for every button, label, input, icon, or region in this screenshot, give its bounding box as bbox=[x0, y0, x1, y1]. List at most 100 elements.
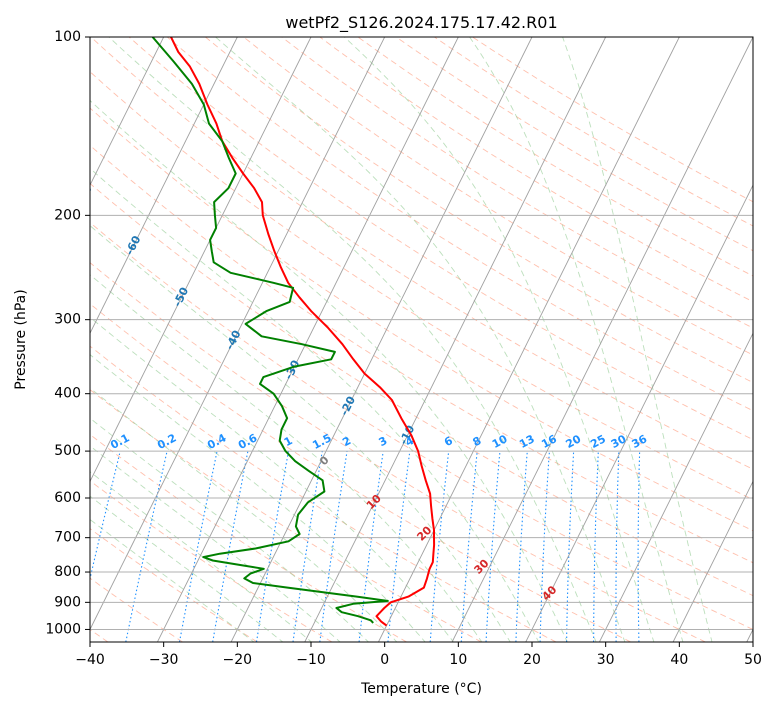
mixing-ratio-label: 20 bbox=[564, 432, 584, 451]
plot-frame bbox=[89, 36, 754, 643]
mixing-ratio-line bbox=[90, 450, 121, 581]
dry-adiabat-line bbox=[472, 37, 753, 203]
dry-adiabat-line bbox=[90, 433, 407, 642]
isotherm-line bbox=[90, 37, 386, 631]
moist-adiabat-line bbox=[90, 518, 255, 642]
isotherm-line bbox=[90, 37, 165, 187]
moist-adiabat-line bbox=[90, 225, 511, 642]
moist-adiabat-line bbox=[90, 167, 540, 642]
mixing-ratio-line bbox=[319, 451, 348, 642]
isotherm-line bbox=[304, 37, 607, 642]
dry-adiabat-line bbox=[167, 37, 753, 412]
mixing-ratio-label: 3 bbox=[377, 434, 390, 449]
theta-e-label: 20 bbox=[414, 523, 434, 543]
moist-adiabats bbox=[90, 37, 713, 642]
mixing-ratio-line bbox=[358, 451, 384, 642]
isotherm-line bbox=[230, 37, 533, 642]
moist-adiabat-line bbox=[562, 37, 713, 642]
isotherm-line bbox=[90, 37, 238, 335]
dry-adiabat-line bbox=[90, 262, 706, 642]
x-tick-label: 20 bbox=[523, 652, 541, 668]
plot-area: -100-90-80-70-60-50-40-30-20-10 0.10.20.… bbox=[23, 37, 753, 642]
dry-adiabat-line bbox=[90, 577, 183, 642]
mixing-ratio-label: 0.6 bbox=[236, 431, 260, 452]
moist-adiabat-line bbox=[90, 445, 341, 642]
y-axis: 100 200 300 400 500 600 700 800 900 1000 bbox=[45, 29, 90, 637]
mixing-ratio-line bbox=[460, 451, 478, 642]
mixing-ratio-line bbox=[212, 450, 249, 642]
mixing-ratio-line bbox=[387, 451, 411, 642]
y-tick-label: 1000 bbox=[45, 621, 81, 637]
isotherm-label: -70 bbox=[74, 183, 95, 207]
moist-adiabat-line bbox=[90, 417, 370, 642]
moist-adiabat-line bbox=[90, 274, 483, 642]
mixing-ratio-label: 16 bbox=[539, 432, 559, 451]
mixing-ratio-label: 1.5 bbox=[310, 431, 333, 452]
x-tick-label: 10 bbox=[449, 652, 467, 668]
isotherm-label: -60 bbox=[123, 233, 144, 257]
mixing-ratio-label: 10 bbox=[490, 432, 510, 451]
dry-adiabat-line bbox=[90, 182, 753, 597]
dry-adiabat-line bbox=[90, 345, 557, 642]
moist-adiabat-line bbox=[344, 37, 655, 642]
mixing-ratio-line bbox=[178, 450, 218, 642]
isotherm-line bbox=[378, 37, 680, 642]
y-tick-label: 200 bbox=[54, 207, 81, 223]
y-tick-label: 100 bbox=[54, 29, 81, 45]
mixing-ratio-labels: 0.1 0.2 0.4 0.6 1 1.5 2 3 4 6 8 10 13 16 20 25 30 36 bbox=[108, 431, 649, 452]
mixing-ratio-line bbox=[593, 451, 599, 642]
moist-adiabat-line bbox=[215, 37, 626, 642]
dry-adiabat-line bbox=[243, 37, 753, 356]
theta-e-label: 30 bbox=[472, 557, 492, 577]
theta-e-label: 10 bbox=[364, 492, 384, 512]
dry-adiabat-line bbox=[90, 71, 753, 501]
y-tick-label: 400 bbox=[54, 386, 81, 402]
dry-adiabat-line bbox=[205, 37, 753, 384]
mixing-ratio-line bbox=[637, 451, 641, 642]
dry-adiabats bbox=[90, 37, 753, 642]
mixing-ratio-line bbox=[125, 450, 168, 642]
mixing-ratio-label: 0.1 bbox=[108, 431, 131, 452]
dry-adiabat-line bbox=[90, 389, 482, 642]
mixing-ratio-label: 8 bbox=[471, 434, 484, 449]
isotherm-line bbox=[599, 332, 753, 642]
x-tick-label: 50 bbox=[744, 652, 762, 668]
mixing-ratio-label: 30 bbox=[609, 432, 629, 451]
mixing-ratio-label: 25 bbox=[588, 432, 608, 451]
isotherm-line bbox=[746, 628, 753, 642]
dry-adiabat-line bbox=[90, 107, 753, 532]
y-tick-label: 300 bbox=[54, 312, 81, 328]
chart-title: wetPf2_S126.2024.175.17.42.R01 bbox=[285, 13, 557, 33]
dry-adiabat-line bbox=[90, 303, 631, 642]
x-tick-label: −20 bbox=[223, 652, 253, 668]
x-tick-label: −10 bbox=[296, 652, 326, 668]
dry-adiabat-line bbox=[319, 37, 753, 303]
x-tick-label: 30 bbox=[597, 652, 615, 668]
isotherm-line bbox=[157, 37, 459, 642]
profiles bbox=[151, 37, 436, 627]
dry-adiabat-line bbox=[90, 37, 753, 470]
mixing-ratio-line bbox=[292, 451, 323, 642]
isotherm-label: -50 bbox=[171, 285, 192, 309]
mixing-ratio-line bbox=[615, 451, 620, 642]
mixing-ratio-lines bbox=[90, 450, 641, 642]
dry-adiabat-line bbox=[434, 37, 753, 227]
moist-adiabat-line bbox=[90, 471, 313, 642]
mixing-ratio-label: 13 bbox=[517, 432, 537, 451]
temperature-profile-line bbox=[170, 37, 436, 627]
x-tick-label: 0 bbox=[380, 652, 389, 668]
dry-adiabat-line bbox=[281, 37, 753, 329]
moist-adiabat-line bbox=[90, 495, 284, 642]
isotherms bbox=[90, 37, 753, 642]
dry-adiabat-line bbox=[90, 144, 753, 564]
isotherm-line bbox=[525, 184, 753, 642]
dewpoint-profile-line bbox=[151, 37, 389, 624]
mixing-ratio-line bbox=[566, 451, 575, 642]
moist-adiabat-line bbox=[90, 99, 568, 642]
y-tick-label: 900 bbox=[54, 594, 81, 610]
y-tick-label: 500 bbox=[54, 443, 81, 459]
isotherm-label: -80 bbox=[23, 137, 44, 161]
mixing-ratio-label: 36 bbox=[630, 432, 650, 451]
moist-adiabat-line bbox=[90, 316, 455, 642]
